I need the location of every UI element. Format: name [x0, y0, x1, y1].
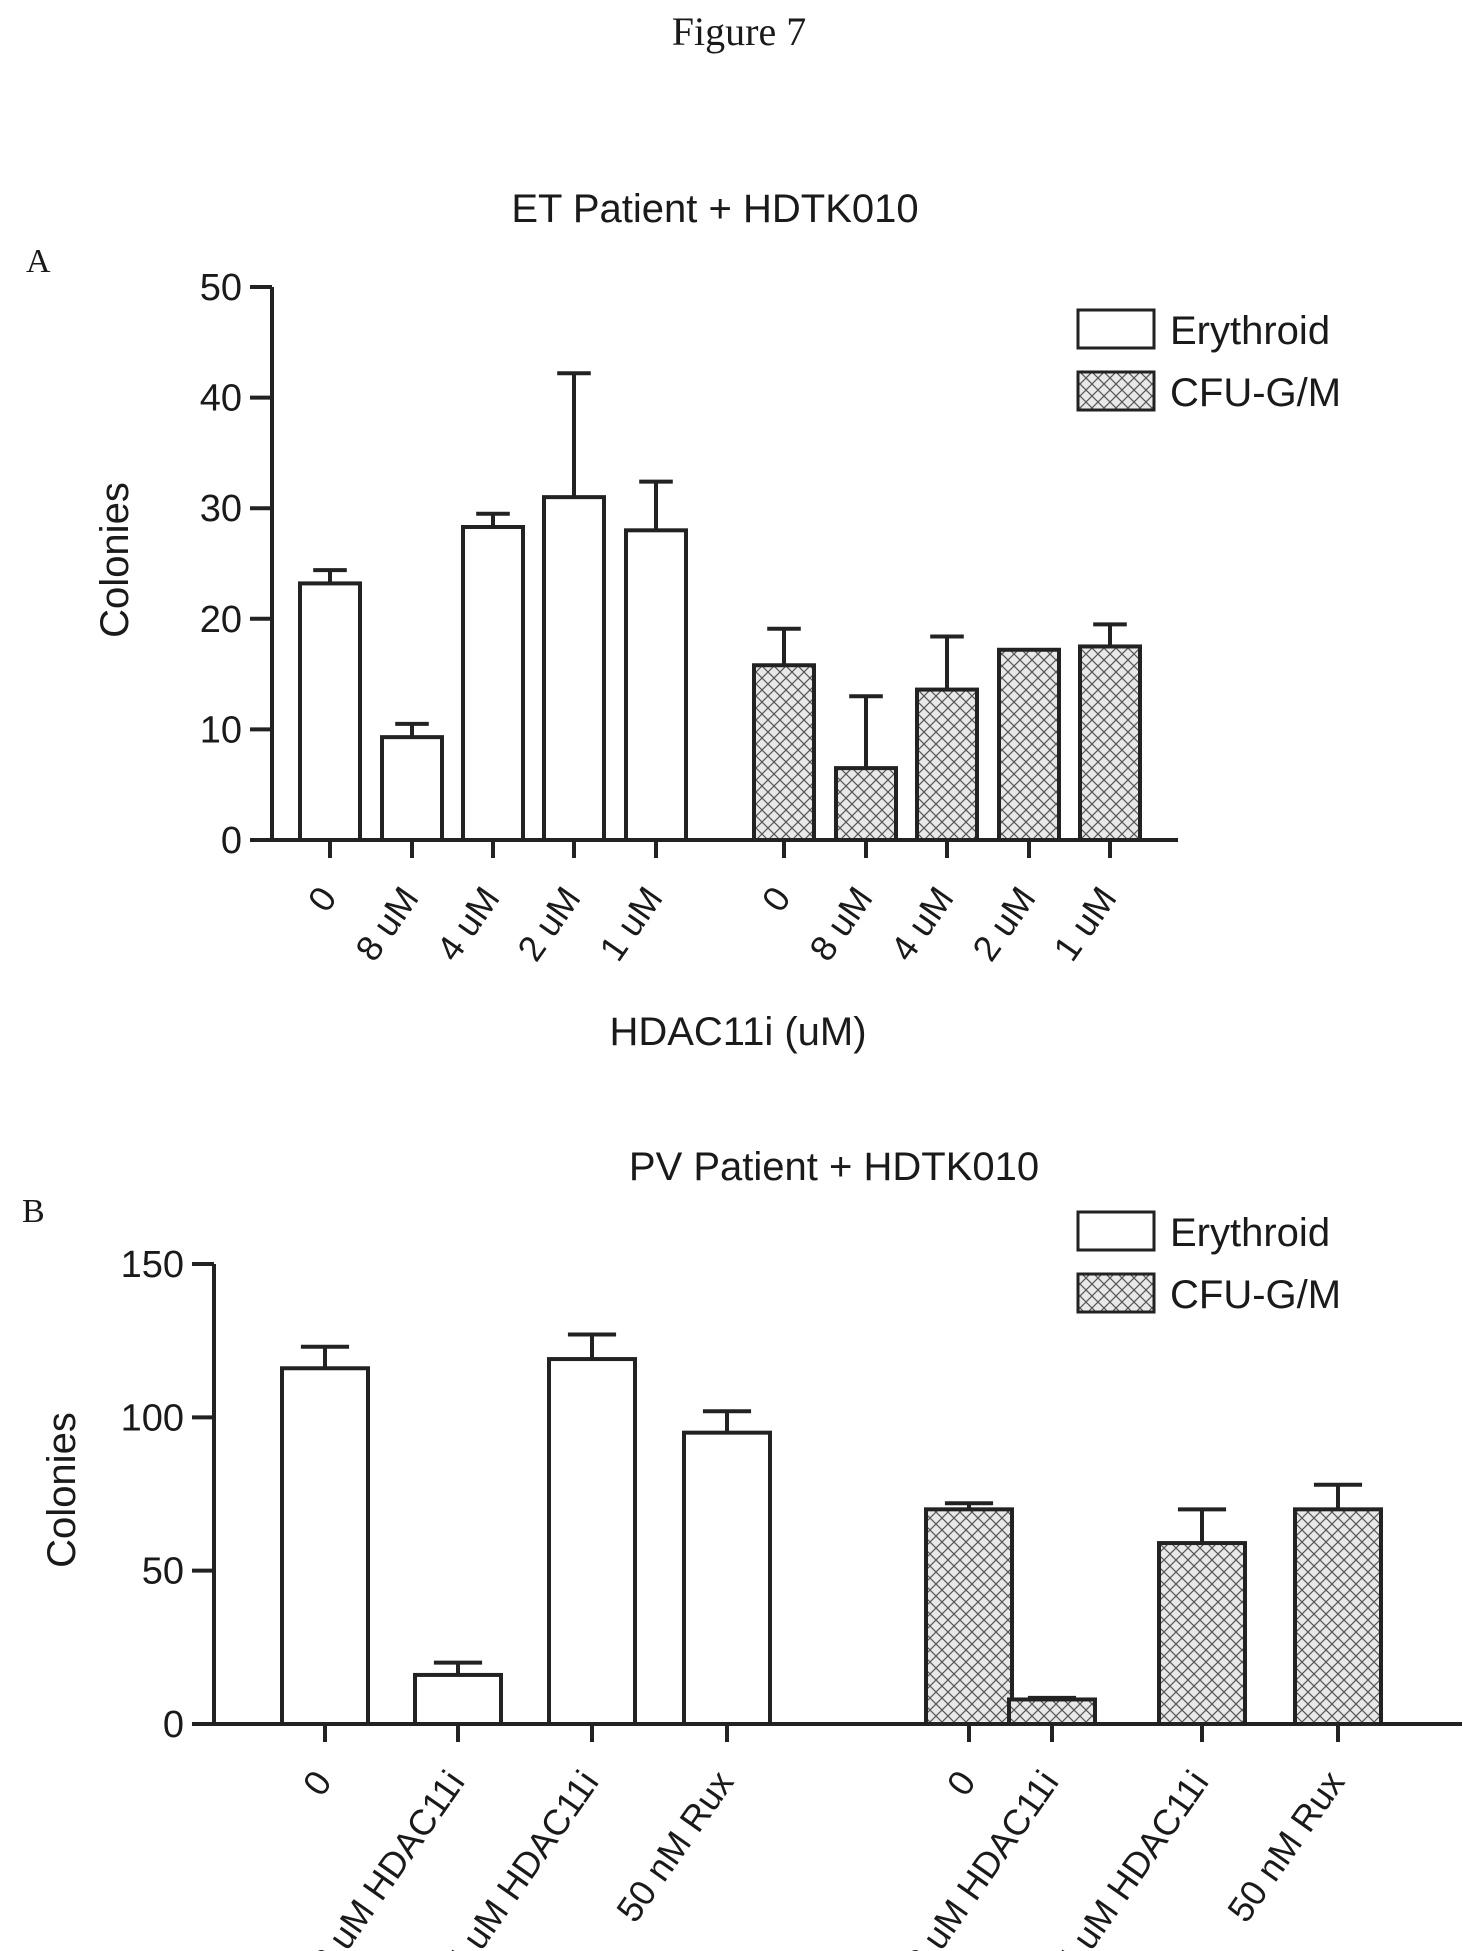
- x-tick-label: 2 uM: [509, 879, 588, 968]
- bar: [752, 663, 816, 843]
- y-tick-label: 30: [200, 488, 242, 530]
- legend-label-erythroid-b: Erythroid: [1170, 1211, 1330, 1255]
- legend-swatch-erythroid-b: [1076, 1210, 1156, 1252]
- x-tick-label: 0: [753, 879, 798, 919]
- y-tick-label: 0: [163, 1704, 184, 1746]
- bar: [461, 525, 525, 842]
- legend-swatch-erythroid-a: [1076, 308, 1156, 350]
- bars-a: [298, 371, 1142, 843]
- x-tick-label: 50 nM Rux: [1219, 1763, 1352, 1929]
- bar: [1157, 1541, 1247, 1726]
- chart-panel-b: B PV Patient + HDTK010 Colonies 0 50 100 15…: [22, 1145, 1462, 1951]
- y-tick-label: 50: [142, 1551, 184, 1593]
- bar: [380, 735, 444, 843]
- bar: [1078, 644, 1142, 843]
- bar: [1293, 1507, 1383, 1727]
- legend-a: Erythroid CFU-G/M: [1076, 308, 1341, 415]
- bar: [682, 1430, 772, 1726]
- x-tick-label: 0: [294, 1763, 339, 1803]
- panel-letter-b: B: [22, 1193, 45, 1230]
- x-tick-label: 2 uM: [964, 879, 1043, 968]
- chart-title-a: ET Patient + HDTK010: [511, 187, 918, 231]
- x-tick-label: 4 uM: [882, 879, 961, 968]
- bars-b: [280, 1332, 1383, 1727]
- panel-letter-a: A: [26, 243, 51, 280]
- bar: [624, 528, 688, 842]
- x-tick-label: 4 uM HDAC11i: [1047, 1763, 1217, 1951]
- bar: [997, 647, 1061, 842]
- x-tick-label: 8 uM: [347, 879, 426, 968]
- bar: [298, 581, 362, 843]
- y-axis-label-b: Colonies: [40, 1412, 84, 1568]
- y-tick-label: 40: [200, 378, 242, 420]
- bar: [547, 1357, 637, 1726]
- figure-title: Figure 7: [672, 9, 806, 54]
- x-tick-label: 1 uM: [1045, 879, 1124, 968]
- x-tick-label: 0: [299, 879, 344, 919]
- bar: [413, 1672, 503, 1727]
- legend-swatch-cfu-b: [1076, 1272, 1156, 1314]
- y-tick-label: 0: [221, 820, 242, 862]
- bar: [542, 495, 606, 842]
- y-tick-label: 10: [200, 709, 242, 751]
- y-axis-label-a: Colonies: [93, 482, 137, 638]
- x-tick-label: 1 uM: [591, 879, 670, 968]
- x-tick-label: 0: [938, 1763, 983, 1803]
- legend-label-cfu-b: CFU-G/M: [1170, 1273, 1341, 1317]
- bar: [915, 687, 979, 842]
- legend-b: Erythroid CFU-G/M: [1076, 1210, 1341, 1317]
- x-axis-label-a: HDAC11i (uM): [609, 1010, 866, 1054]
- bar: [1007, 1697, 1097, 1727]
- bar: [834, 766, 898, 842]
- y-tick-label: 20: [200, 599, 242, 641]
- legend-label-erythroid-a: Erythroid: [1170, 309, 1330, 353]
- x-tick-label: 8 uM HDAC11i: [897, 1763, 1067, 1951]
- y-tick-label: 100: [121, 1397, 184, 1439]
- y-tick-label: 50: [200, 267, 242, 309]
- x-tick-label: 4 uM: [428, 879, 507, 968]
- chart-title-b: PV Patient + HDTK010: [629, 1145, 1039, 1189]
- x-tick-label: 50 nM Rux: [608, 1763, 741, 1929]
- y-tick-label: 150: [121, 1244, 184, 1286]
- bar: [924, 1507, 1014, 1727]
- chart-panel-a: A ET Patient + HDTK010 Colonies HDAC11i …: [26, 187, 1341, 1054]
- legend-swatch-cfu-a: [1076, 370, 1156, 412]
- legend-label-cfu-a: CFU-G/M: [1170, 371, 1341, 415]
- x-tick-label: 8 uM: [801, 879, 880, 968]
- bar: [280, 1366, 370, 1727]
